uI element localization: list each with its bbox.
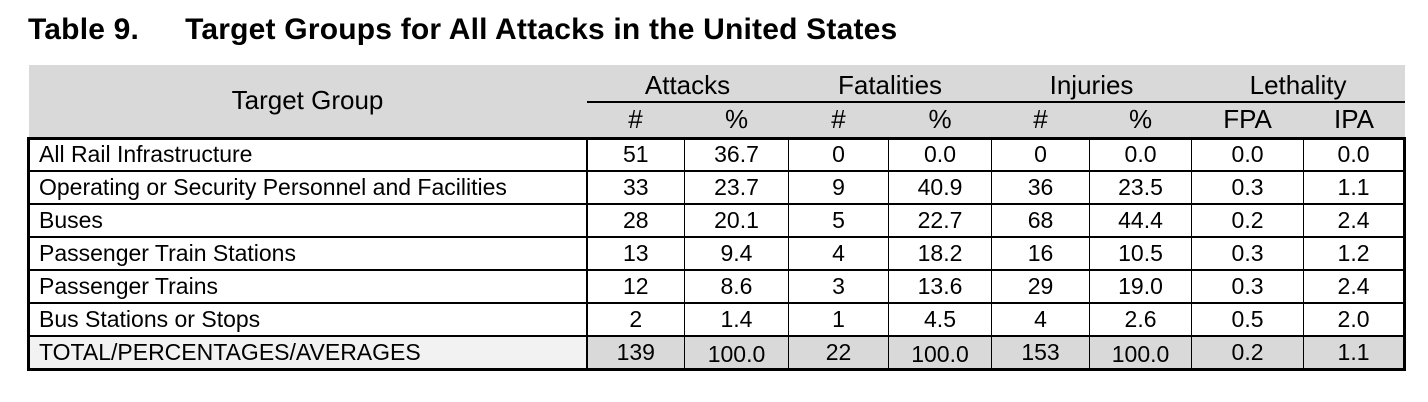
value-cell: 0.0	[887, 136, 993, 172]
target-group-cell: Operating or Security Personnel and Faci…	[27, 170, 588, 205]
value-cell: 2.0	[1303, 302, 1407, 337]
value-cell: 0.0	[1089, 136, 1193, 172]
value-cell: 2.6	[1089, 302, 1193, 337]
value-cell: 0.2	[1191, 203, 1305, 238]
value-cell: 100.0	[1089, 335, 1193, 371]
column-group-lethality: Lethality	[1191, 65, 1405, 103]
value-cell: 13.6	[887, 269, 993, 304]
target-group-cell: Buses	[27, 203, 588, 238]
target-group-cell: All Rail Infrastructure	[27, 136, 588, 172]
target-group-cell: Bus Stations or Stops	[27, 302, 588, 337]
value-cell: 10.5	[1089, 236, 1193, 271]
column-group-fatalities: Fatalities	[788, 65, 992, 103]
document-page: Table 9. Target Groups for All Attacks i…	[27, 13, 1428, 371]
value-cell: 19.0	[1089, 269, 1193, 304]
value-cell: 0	[991, 136, 1091, 172]
value-cell: 4.5	[887, 302, 993, 337]
table-row: All Rail Infrastructure 51 36.7 0 0.0 0 0.0 0.0…	[27, 136, 1407, 172]
value-cell: 23.5	[1089, 170, 1193, 205]
column-header-fatalities-count: #	[788, 102, 889, 138]
value-cell: 0.3	[1191, 269, 1305, 304]
table-title: Table 9. Target Groups for All Attacks i…	[28, 13, 1428, 47]
value-cell: 22.7	[887, 203, 993, 238]
column-group-injuries: Injuries	[991, 65, 1192, 103]
value-cell: 8.6	[684, 269, 789, 304]
value-cell: 9.4	[684, 236, 789, 271]
value-cell: 1.1	[1303, 170, 1407, 205]
value-cell: 22	[788, 335, 889, 371]
column-group-attacks: Attacks	[586, 65, 789, 103]
value-cell: 36.7	[684, 136, 789, 172]
value-cell: 29	[991, 269, 1091, 304]
value-cell: 13	[586, 236, 685, 271]
target-group-cell: Passenger Train Stations	[27, 236, 588, 271]
value-cell: 51	[586, 136, 685, 172]
value-cell: 139	[586, 335, 685, 371]
value-cell: 2.4	[1303, 203, 1407, 238]
value-cell: 40.9	[887, 170, 993, 205]
table-row: Buses 28 20.1 5 22.7 68 44.4 0.2 2.4	[27, 203, 1407, 238]
target-group-cell: TOTAL/PERCENTAGES/AVERAGES	[27, 335, 588, 371]
table-body: All Rail Infrastructure 51 36.7 0 0.0 0 0.0 0.0…	[27, 136, 1407, 371]
value-cell: 1.1	[1303, 335, 1407, 371]
sub-header-row: # % # % # % FPA IPA	[29, 102, 1405, 138]
value-cell: 33	[586, 170, 685, 205]
total-row: TOTAL/PERCENTAGES/AVERAGES 139 100.0 22 100.…	[27, 335, 1407, 371]
value-cell: 68	[991, 203, 1091, 238]
value-cell: 0.0	[1303, 136, 1407, 172]
value-cell: 23.7	[684, 170, 789, 205]
value-cell: 1.2	[1303, 236, 1407, 271]
value-cell: 44.4	[1089, 203, 1193, 238]
value-cell: 0.2	[1191, 335, 1305, 371]
value-cell: 4	[788, 236, 889, 271]
value-cell: 12	[586, 269, 685, 304]
value-cell: 36	[991, 170, 1091, 205]
value-cell: 4	[991, 302, 1091, 337]
table-row: Passenger Train Stations 13 9.4 4 18.2 16 10.5…	[27, 236, 1407, 271]
value-cell: 28	[586, 203, 685, 238]
value-cell: 2.4	[1303, 269, 1407, 304]
value-cell: 0.5	[1191, 302, 1305, 337]
column-header-ipa: IPA	[1303, 102, 1405, 138]
value-cell: 20.1	[684, 203, 789, 238]
group-header-row: Target Group Attacks Fatalities Injuries…	[28, 65, 1405, 138]
value-cell: 0.0	[1191, 136, 1305, 172]
column-header-fpa: FPA	[1191, 102, 1304, 138]
value-cell: 5	[788, 203, 889, 238]
value-cell: 100.0	[684, 335, 789, 371]
target-groups-table: Target Group Attacks Fatalities Injuries…	[27, 65, 1407, 371]
value-cell: 3	[788, 269, 889, 304]
value-cell: 0	[788, 136, 889, 172]
value-cell: 0.3	[1191, 170, 1305, 205]
column-header-target-group: Target Group	[28, 65, 587, 138]
table-header: Target Group Attacks Fatalities Injuries…	[28, 65, 1405, 138]
value-cell: 9	[788, 170, 889, 205]
value-cell: 16	[991, 236, 1091, 271]
value-cell: 0.3	[1191, 236, 1305, 271]
table-number: Table 9.	[28, 13, 140, 46]
table-caption: Target Groups for All Attacks in the Uni…	[185, 13, 898, 46]
value-cell: 1.4	[684, 302, 789, 337]
column-header-fatalities-percent: %	[888, 102, 992, 138]
value-cell: 153	[991, 335, 1091, 371]
table-row: Bus Stations or Stops 2 1.4 1 4.5 4 2.6 0.5 2.0	[27, 302, 1407, 337]
value-cell: 2	[586, 302, 685, 337]
table-row: Passenger Trains 12 8.6 3 13.6 29 19.0 0.3 2.4	[27, 269, 1407, 304]
table-row: Operating or Security Personnel and Faci…	[27, 170, 1407, 205]
value-cell: 100.0	[887, 335, 993, 371]
column-header-attacks-count: #	[586, 102, 685, 138]
column-header-injuries-percent: %	[1089, 102, 1192, 138]
value-cell: 18.2	[887, 236, 993, 271]
target-group-cell: Passenger Trains	[27, 269, 588, 304]
column-header-injuries-count: #	[991, 102, 1090, 138]
value-cell: 1	[788, 302, 889, 337]
column-header-attacks-percent: %	[684, 102, 789, 138]
